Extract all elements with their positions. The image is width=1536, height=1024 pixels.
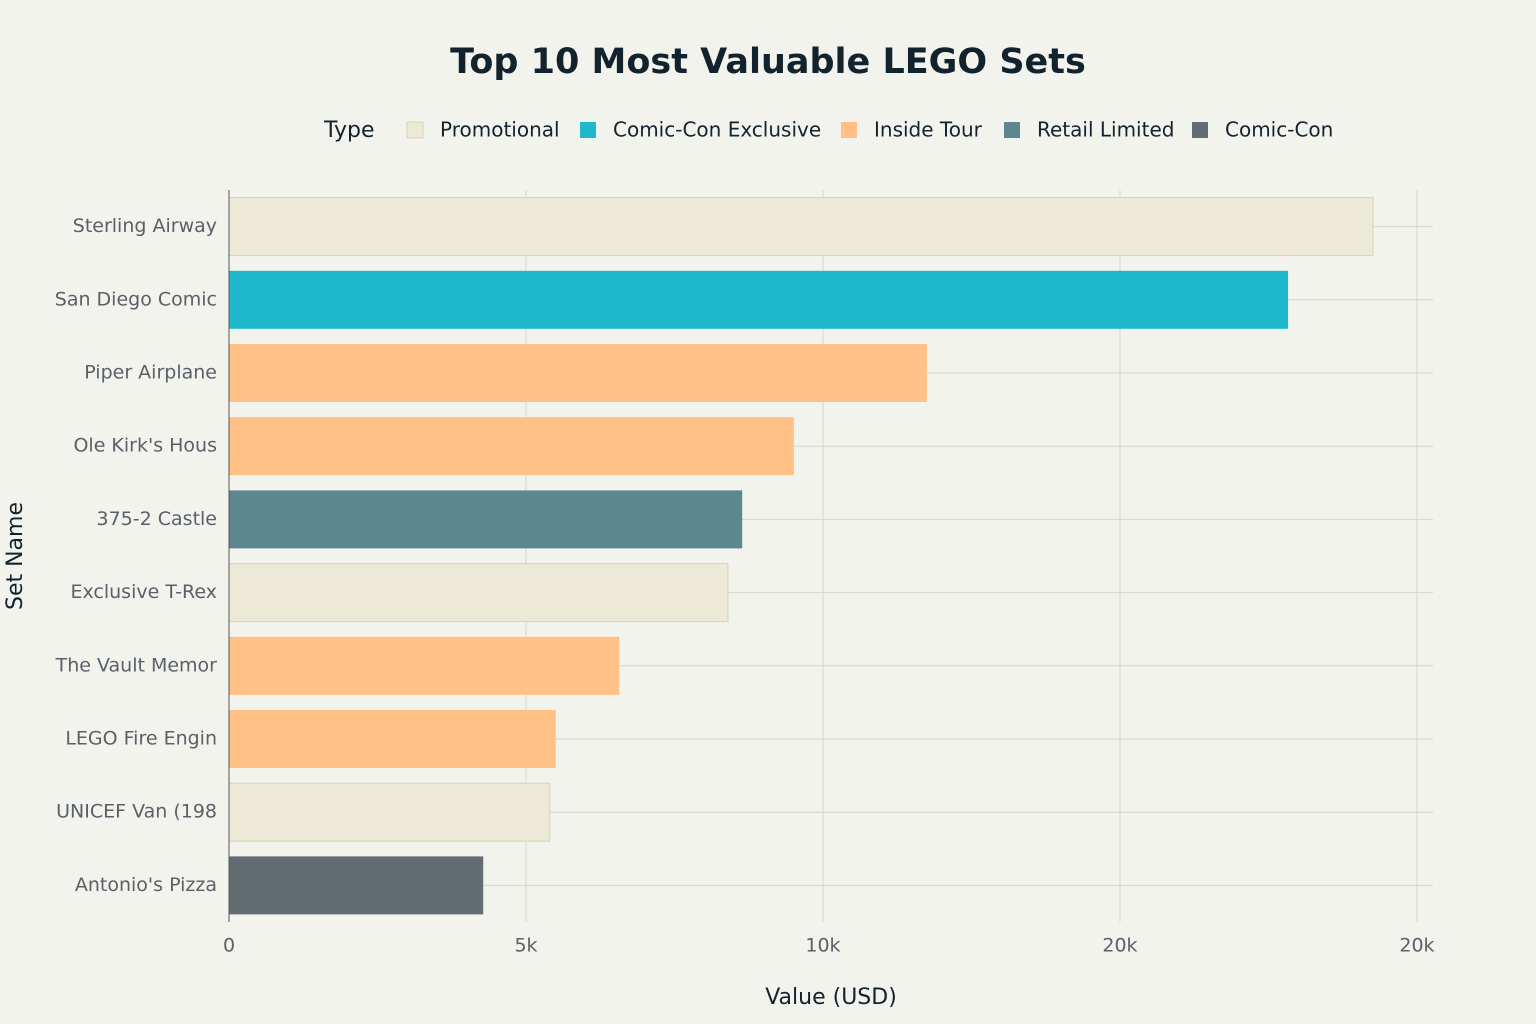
bar: [228, 197, 1374, 257]
x-axis-label: Value (USD): [765, 985, 897, 1010]
bar: [228, 563, 729, 623]
legend-swatch: [1004, 122, 1020, 138]
y-tick-label: Exclusive T-Rex: [71, 581, 218, 603]
y-tick-label: Sterling Airway: [73, 215, 217, 237]
y-tick-label: 375-2 Castle: [97, 508, 217, 530]
x-tick-label: 5k: [514, 935, 537, 957]
bar: [229, 270, 1289, 329]
bar: [229, 344, 927, 402]
legend-label: Inside Tour: [874, 118, 983, 142]
bar: [228, 782, 551, 842]
legend-label: Retail Limited: [1037, 118, 1174, 142]
bar: [229, 710, 556, 768]
bar: [229, 856, 484, 915]
legend-label: Promotional: [440, 118, 560, 142]
legend-swatch: [1192, 122, 1208, 138]
y-tick-label: San Diego Comic: [55, 288, 217, 310]
x-tick-label: 0: [223, 935, 235, 957]
legend-swatch: [580, 122, 596, 138]
legend-swatch: [406, 121, 424, 139]
legend-label: Comic-Con Exclusive: [613, 118, 821, 142]
y-tick-label: UNICEF Van (198: [56, 801, 217, 823]
x-tick-label: 10k: [805, 935, 840, 957]
x-tick-label: 20k: [1399, 935, 1434, 957]
legend-title: Type: [323, 118, 375, 143]
y-tick-label: LEGO Fire Engin: [65, 728, 217, 750]
x-tick-label: 20k: [1102, 935, 1137, 957]
bar: [229, 490, 743, 549]
legend-label: Comic-Con: [1225, 118, 1333, 142]
legend-swatch: [841, 122, 857, 138]
y-tick-label: The Vault Memor: [55, 654, 218, 676]
bar: [229, 636, 620, 695]
bar: [229, 417, 794, 476]
y-tick-label: Piper Airplane: [84, 362, 217, 384]
chart-title: Top 10 Most Valuable LEGO Sets: [450, 42, 1086, 82]
y-tick-label: Ole Kirk's Hous: [73, 435, 217, 457]
y-axis-label: Set Name: [3, 502, 28, 610]
y-tick-label: Antonio's Pizza: [75, 874, 217, 896]
